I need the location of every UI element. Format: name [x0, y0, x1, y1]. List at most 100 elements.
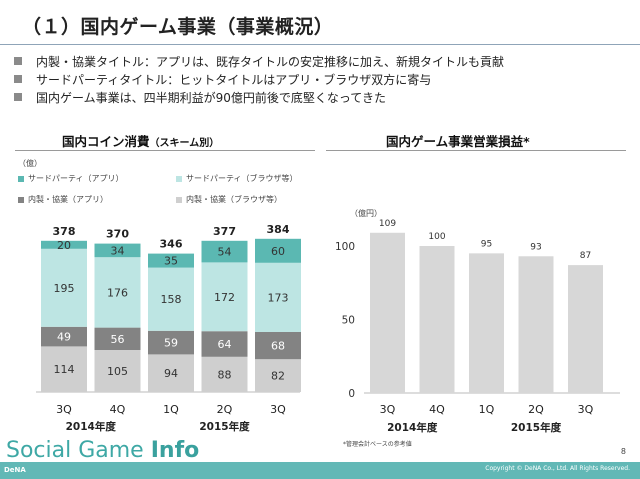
total-label: 384: [267, 223, 290, 236]
legend-swatch: [18, 175, 24, 182]
copyright-text: Copyright © DeNA Co., Ltd. All Rights Re…: [485, 465, 630, 472]
data-label: 195: [54, 282, 75, 295]
year-group-label: 2015年度: [511, 421, 562, 434]
bullet-text: 国内ゲーム事業は、四半期利益が90億円前後で底堅くなってきた: [36, 90, 386, 105]
profit-bar: [568, 265, 603, 393]
data-label: 59: [164, 337, 178, 350]
stacked-bar-segment: [148, 253, 194, 268]
page-number: 8: [620, 447, 626, 456]
stacked-bar-segment: [201, 262, 248, 332]
data-label: 173: [268, 291, 289, 304]
data-label: 20: [57, 239, 71, 252]
left-chart-unit: （億）: [18, 159, 42, 168]
bullet-item: サードパーティタイトル：ヒットタイトルはアプリ・ブラウザ双方に寄与: [14, 70, 504, 88]
data-label: 54: [218, 246, 232, 259]
x-tick-label: 1Q: [163, 403, 179, 416]
stacked-bar-segment: [94, 257, 141, 328]
right-chart-title-rule: [326, 150, 626, 151]
data-label: 35: [164, 255, 178, 268]
data-label: 114: [54, 363, 75, 376]
profit-bar: [518, 256, 554, 393]
brand-logo: Social Game Info: [6, 438, 200, 463]
data-label: 95: [481, 239, 492, 249]
data-label: 49: [57, 331, 71, 344]
data-label: 105: [107, 365, 128, 378]
stacked-bar-segment: [255, 359, 301, 392]
bullet-item: 内製・協業タイトル：アプリは、既存タイトルの安定推移に加え、新規タイトルも貢献: [14, 52, 504, 70]
total-label: 377: [213, 225, 236, 238]
stacked-bar-segment: [41, 326, 87, 347]
footnote: *管理会計ベースの参考値: [343, 441, 412, 448]
bullet-square-icon: [14, 93, 22, 101]
legend-item-third-browser: サードパーティ（ブラウザ等）: [176, 173, 298, 184]
footer-bar: [0, 462, 640, 479]
dena-logo: DeNA: [4, 466, 26, 474]
page-title: （１）国内ゲーム事業（事業概況）: [22, 16, 334, 38]
profit-bar: [419, 246, 455, 393]
bullet-item: 国内ゲーム事業は、四半期利益が90億円前後で底堅くなってきた: [14, 88, 504, 106]
year-group-label: 2014年度: [66, 420, 117, 433]
y-tick-label: 0: [348, 388, 355, 400]
x-tick-label: 3Q: [578, 403, 594, 416]
stacked-bar-segment: [41, 240, 87, 249]
x-tick-label: 3Q: [270, 403, 286, 416]
stacked-bar-segment: [201, 331, 248, 357]
left-chart-title-main: 国内コイン消費: [62, 134, 150, 149]
data-label: 158: [161, 293, 182, 306]
stacked-bar-segment: [94, 350, 141, 392]
total-label: 378: [53, 225, 76, 238]
bullet-text: 内製・協業タイトル：アプリは、既存タイトルの安定推移に加え、新規タイトルも貢献: [36, 54, 505, 69]
data-label: 87: [580, 251, 591, 261]
stacked-bar-segment: [41, 248, 87, 327]
data-label: 172: [214, 291, 235, 304]
legend-swatch: [176, 175, 182, 182]
year-group-label: 2015年度: [199, 420, 250, 433]
stacked-bar-segment: [148, 354, 194, 392]
bullet-square-icon: [14, 57, 22, 65]
data-label: 60: [271, 245, 285, 258]
x-tick-label: 2Q: [528, 403, 544, 416]
x-tick-label: 3Q: [380, 403, 396, 416]
stacked-bar-segment: [94, 327, 141, 350]
data-label: 56: [111, 333, 125, 346]
stacked-bar-segment: [148, 330, 194, 355]
data-label: 94: [164, 367, 178, 380]
bullet-square-icon: [14, 75, 22, 83]
stacked-bar-segment: [148, 267, 194, 331]
operating-profit-chart: （億円） 0 50 100 109 3Q 100 4Q 95 1Q 93 2Q 87 3Q 2014年度 20…: [335, 208, 620, 434]
left-chart-title-rule: [15, 150, 315, 151]
bullet-text: サードパーティタイトル：ヒットタイトルはアプリ・ブラウザ双方に寄与: [36, 72, 432, 87]
title-divider: [0, 44, 640, 45]
x-tick-label: 1Q: [479, 403, 495, 416]
data-label: 82: [271, 370, 285, 383]
y-axis-unit: （億円）: [350, 208, 382, 218]
x-tick-label: 3Q: [56, 403, 72, 416]
stacked-bar-segment: [201, 356, 248, 392]
legend-swatch: [18, 196, 24, 203]
right-chart-title: 国内ゲーム事業営業損益*: [386, 134, 530, 149]
legend-item-inhouse-browser: 内製・協業（ブラウザ等）: [176, 194, 282, 205]
x-tick-label: 4Q: [110, 403, 126, 416]
profit-bar: [370, 232, 405, 393]
left-chart-title-sub: （スキーム別）: [149, 138, 220, 149]
data-label: 34: [111, 244, 125, 257]
data-label: 88: [218, 368, 232, 381]
total-label: 346: [160, 238, 183, 251]
data-label: 176: [107, 286, 128, 299]
left-chart-title: 国内コイン消費（スキーム別）: [62, 131, 219, 150]
data-label: 109: [379, 219, 396, 229]
data-label: 93: [530, 242, 541, 252]
year-group-label: 2014年度: [387, 421, 438, 434]
stacked-bar-segment: [94, 243, 141, 258]
data-label: 100: [428, 232, 445, 242]
data-label: 64: [218, 338, 232, 351]
bullet-list: 内製・協業タイトル：アプリは、既存タイトルの安定推移に加え、新規タイトルも貢献 …: [14, 52, 504, 106]
stacked-bar-segment: [201, 240, 248, 263]
stacked-bar-segment: [255, 238, 301, 263]
data-label: 68: [271, 340, 285, 353]
y-tick-label: 100: [335, 241, 355, 253]
legend-item-third-app: サードパーティ（アプリ）: [18, 173, 124, 184]
stacked-bar-segment: [255, 332, 301, 360]
x-tick-label: 2Q: [217, 403, 233, 416]
